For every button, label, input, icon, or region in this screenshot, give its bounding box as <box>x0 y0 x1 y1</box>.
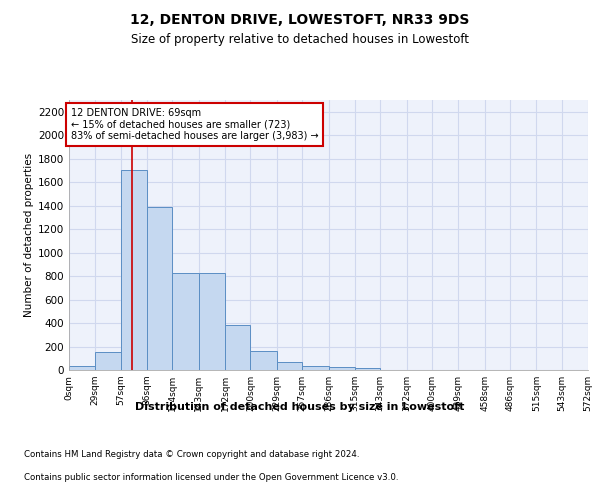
Bar <box>172 272 199 370</box>
Bar <box>95 352 121 370</box>
Bar <box>121 170 147 370</box>
Y-axis label: Number of detached properties: Number of detached properties <box>24 153 34 317</box>
Bar <box>277 362 302 370</box>
Text: Distribution of detached houses by size in Lowestoft: Distribution of detached houses by size … <box>136 402 464 412</box>
Bar <box>355 368 380 370</box>
Text: 12 DENTON DRIVE: 69sqm
← 15% of detached houses are smaller (723)
83% of semi-de: 12 DENTON DRIVE: 69sqm ← 15% of detached… <box>71 108 319 142</box>
Text: Contains public sector information licensed under the Open Government Licence v3: Contains public sector information licen… <box>24 472 398 482</box>
Text: Contains HM Land Registry data © Crown copyright and database right 2024.: Contains HM Land Registry data © Crown c… <box>24 450 359 459</box>
Bar <box>329 367 355 370</box>
Text: 12, DENTON DRIVE, LOWESTOFT, NR33 9DS: 12, DENTON DRIVE, LOWESTOFT, NR33 9DS <box>130 12 470 26</box>
Bar <box>302 366 329 370</box>
Bar <box>147 207 172 370</box>
Bar <box>225 326 250 370</box>
Bar <box>250 350 277 370</box>
Bar <box>69 366 95 370</box>
Bar <box>199 272 225 370</box>
Text: Size of property relative to detached houses in Lowestoft: Size of property relative to detached ho… <box>131 32 469 46</box>
